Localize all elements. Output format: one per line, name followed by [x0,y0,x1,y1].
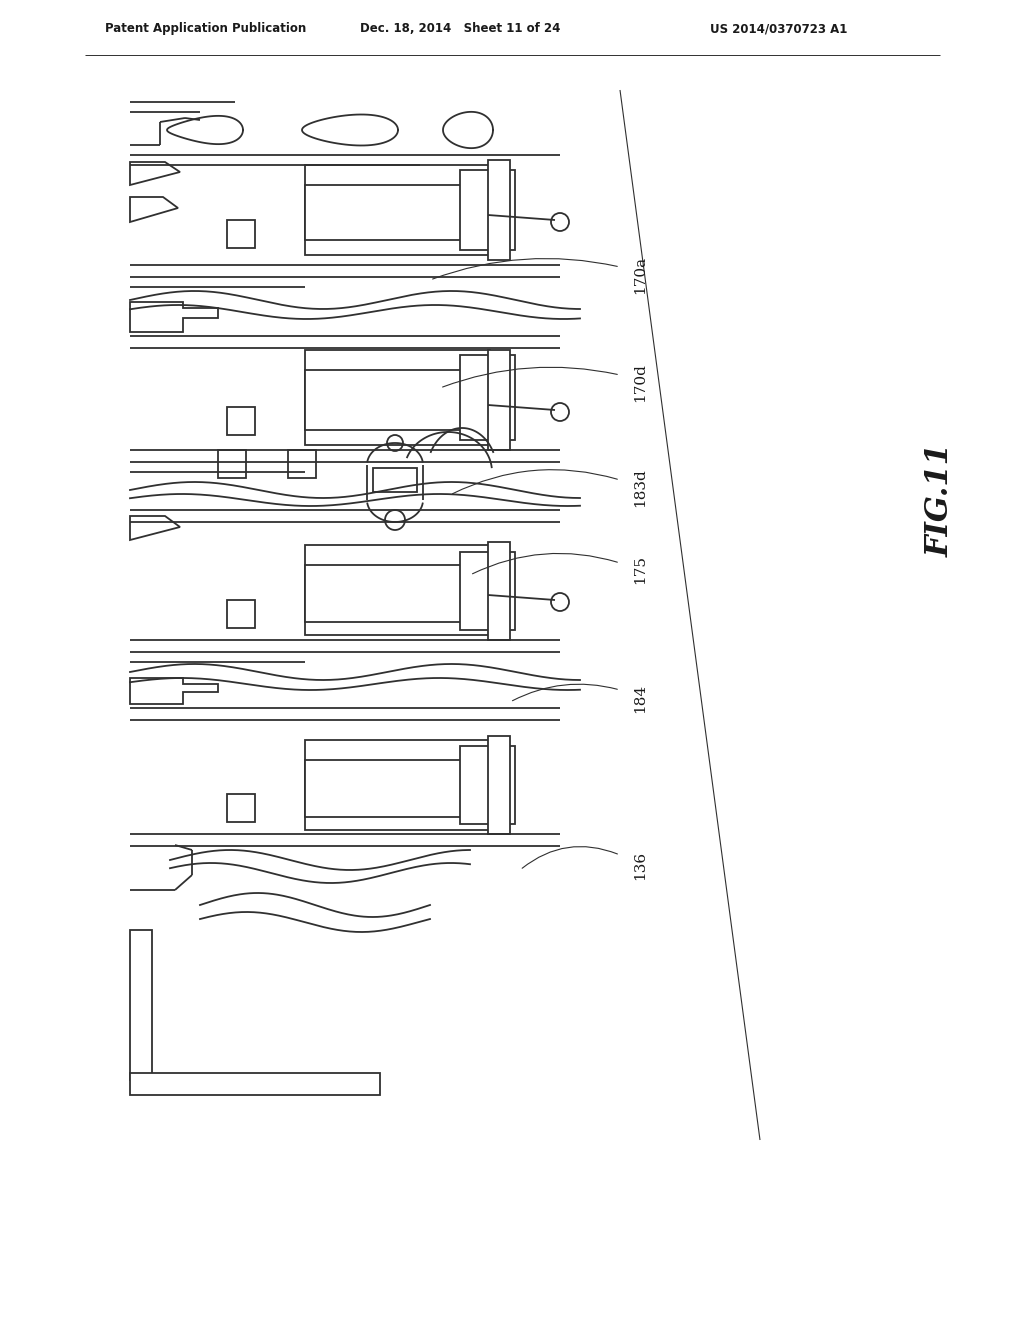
Text: 136: 136 [633,850,647,879]
Bar [460,355,515,440]
Polygon shape [130,302,218,333]
Text: Patent Application Publication: Patent Application Publication [105,22,306,36]
Text: 170a: 170a [633,256,647,294]
Bar [227,220,255,248]
Text: FIG.11: FIG.11 [925,444,955,557]
Bar [460,170,515,249]
Bar [460,552,515,630]
Text: 183d: 183d [633,469,647,507]
Bar [305,350,490,445]
Bar [218,450,246,478]
Bar [130,1073,380,1096]
Bar [373,469,417,492]
Bar [227,407,255,436]
Polygon shape [130,678,218,704]
Bar [488,737,510,834]
Bar [227,795,255,822]
Bar [488,160,510,260]
Bar [305,185,490,240]
Bar [305,165,490,255]
Polygon shape [130,516,180,540]
Bar [305,565,490,622]
Bar [305,760,490,817]
Bar [488,350,510,450]
Text: US 2014/0370723 A1: US 2014/0370723 A1 [710,22,848,36]
Polygon shape [130,162,180,185]
Bar [305,741,490,830]
Text: 184: 184 [633,684,647,713]
Bar [288,450,316,478]
Polygon shape [130,197,178,222]
Bar [488,543,510,640]
Text: Dec. 18, 2014   Sheet 11 of 24: Dec. 18, 2014 Sheet 11 of 24 [360,22,560,36]
Bar [130,931,152,1080]
Bar [227,601,255,628]
Text: 170d: 170d [633,363,647,403]
Bar [305,545,490,635]
Bar [460,746,515,824]
Text: 175: 175 [633,556,647,585]
Bar [305,370,490,430]
